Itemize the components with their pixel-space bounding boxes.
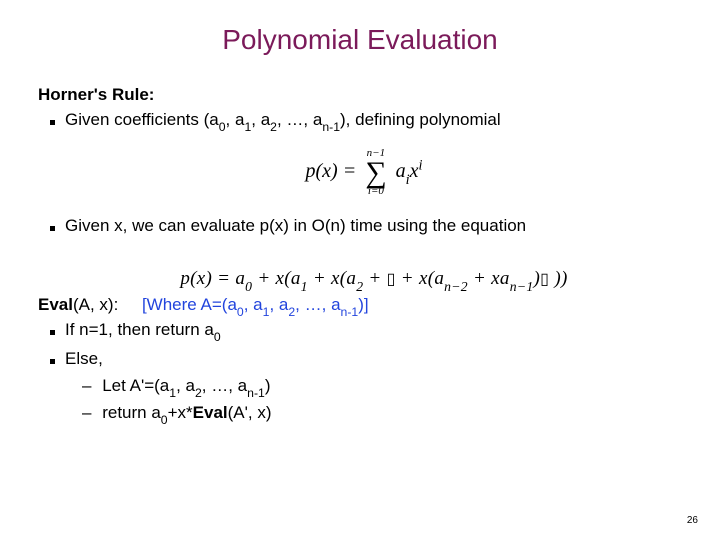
sub: n−1 [510, 279, 534, 294]
t: If n=1, then return a [65, 320, 214, 339]
sub: n-1 [247, 386, 265, 400]
t: Eval [193, 403, 228, 422]
t: a [396, 160, 406, 182]
formula-sum: p(x) = n−1 ∑ i=0 aixi [38, 148, 690, 197]
bullet-marker-icon [50, 330, 55, 335]
page-number: 26 [687, 515, 698, 526]
sub-bullet-let: – Let A'=(a1, a2, …, an-1) [82, 375, 690, 400]
t: Eval [38, 295, 73, 314]
bullet-else: Else, [50, 348, 690, 371]
t: , …, a [202, 376, 247, 395]
t: + xa [468, 268, 510, 289]
bullet-text: Given coefficients (a0, a1, a2, …, an-1)… [65, 109, 690, 134]
dash-icon: – [82, 376, 91, 395]
sub: 1 [169, 386, 176, 400]
sub: 1 [301, 279, 308, 294]
eval-heading: Eval [38, 295, 73, 314]
dash-icon: – [82, 403, 91, 422]
t: , a [176, 376, 195, 395]
t: , a [251, 110, 270, 129]
bullet-text: Given x, we can evaluate p(x) in O(n) ti… [65, 215, 690, 238]
sum-lower: i=0 [365, 186, 386, 197]
bullet-text: If n=1, then return a0 [65, 319, 690, 344]
eval-annotation: [Where A=(a0, a1, a2, …, an-1)] [142, 295, 369, 314]
t: + x(a [396, 268, 444, 289]
sub: n−2 [444, 279, 468, 294]
horner-heading: Horner's Rule: [38, 84, 690, 107]
formula-horner: p(x) = a0 + x(a1 + x(a2 + ▯ + x(an−2 + x… [58, 266, 690, 294]
t: , a [244, 295, 263, 314]
t: , a [226, 110, 245, 129]
bullet-evaluate: Given x, we can evaluate p(x) in O(n) ti… [50, 215, 690, 238]
bullet-marker-icon [50, 359, 55, 364]
t: [Where A=(a [142, 295, 237, 314]
bullet-text: Else, [65, 348, 690, 371]
bullet-coefficients: Given coefficients (a0, a1, a2, …, an-1)… [50, 109, 690, 134]
sup: i [418, 157, 422, 173]
sub: n-1 [322, 120, 340, 134]
sigma-icon: n−1 ∑ i=0 [365, 148, 386, 197]
t: )) [549, 268, 567, 289]
slide-body: Horner's Rule: Given coefficients (a0, a… [0, 84, 720, 427]
t: +x* [168, 403, 193, 422]
sub: 0 [219, 120, 226, 134]
bullet-marker-icon [50, 226, 55, 231]
sub: 1 [263, 305, 270, 319]
t: p(x) = a [180, 268, 245, 289]
sub: i [406, 172, 410, 188]
placeholder-box-icon: ▯ [387, 270, 396, 288]
sub: 2 [270, 120, 277, 134]
t: Let A'=(a [102, 376, 169, 395]
sub: 0 [161, 413, 168, 427]
sub-bullet-return: – return a0+x*Eval(A', x) [82, 402, 690, 427]
t: Given coefficients (a [65, 110, 219, 129]
t: + x(a [252, 268, 300, 289]
sigma-symbol: ∑ [365, 159, 386, 186]
t: return a [102, 403, 161, 422]
bullet-basecase: If n=1, then return a0 [50, 319, 690, 344]
sub: 1 [244, 120, 251, 134]
sub: 0 [214, 330, 221, 344]
t: , …, a [295, 295, 340, 314]
sub: 0 [245, 279, 252, 294]
sub: 2 [356, 279, 363, 294]
sub: 2 [195, 386, 202, 400]
t: (A', x) [228, 403, 272, 422]
t: + [363, 268, 386, 289]
eval-heading-row: Eval(A, x): [Where A=(a0, a1, a2, …, an-… [38, 294, 690, 319]
sub: 2 [288, 305, 295, 319]
placeholder-box-icon: ▯ [540, 270, 549, 288]
bullet-marker-icon [50, 120, 55, 125]
sub: n-1 [341, 305, 359, 319]
t: (A, x): [73, 295, 118, 314]
sub: 0 [237, 305, 244, 319]
lhs: p(x) = [306, 160, 362, 182]
t: , …, a [277, 110, 322, 129]
t: )] [358, 295, 368, 314]
t: , a [269, 295, 288, 314]
t: + x(a [308, 268, 356, 289]
t: ) [265, 376, 271, 395]
t: ), defining polynomial [340, 110, 501, 129]
slide-title: Polynomial Evaluation [0, 0, 720, 84]
